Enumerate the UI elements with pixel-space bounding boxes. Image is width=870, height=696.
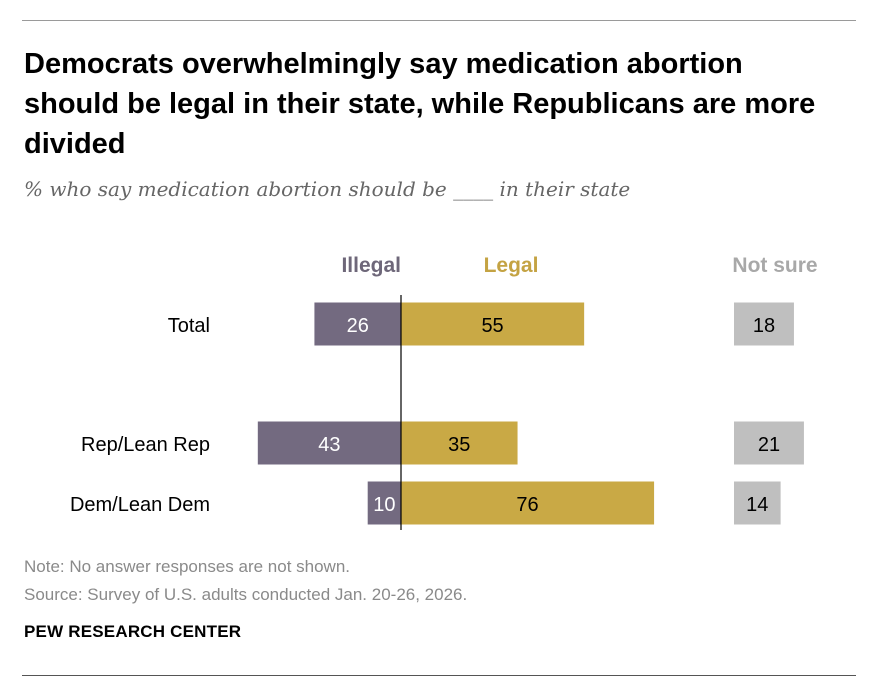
diverging-bar-chart: Illegal Legal Not sure Total 26 55 18 Rep/Lean …	[70, 254, 818, 530]
chart-source: Source: Survey of U.S. adults conducted …	[24, 585, 468, 604]
category-label: Dem/Lean Dem	[70, 494, 210, 516]
bottom-rule	[22, 675, 856, 676]
data-label-legal: 76	[516, 494, 538, 516]
chart-subtitle: % who say medication abortion should be …	[24, 177, 631, 201]
legend-not-sure: Not sure	[732, 254, 817, 277]
data-label-not-sure: 14	[746, 494, 768, 516]
bar-not-sure	[734, 481, 781, 525]
bar-legal	[401, 481, 655, 525]
chart-title: Democrats overwhelmingly say medication …	[24, 48, 816, 160]
data-label-not-sure: 21	[758, 434, 780, 456]
bar-legal	[401, 302, 585, 346]
bar-illegal	[257, 421, 401, 465]
legend-illegal: Illegal	[341, 254, 401, 277]
bar-illegal	[314, 302, 401, 346]
data-label-legal: 35	[448, 434, 470, 456]
bar-illegal	[367, 481, 401, 525]
data-label-legal: 55	[481, 315, 503, 337]
brand-logo-text: PEW RESEARCH CENTER	[24, 622, 242, 641]
bar-not-sure	[734, 421, 804, 465]
data-label-illegal: 43	[318, 434, 340, 456]
bar-not-sure	[734, 302, 794, 346]
data-label-illegal: 10	[373, 494, 395, 516]
bar-legal	[401, 421, 518, 465]
legend-legal: Legal	[484, 254, 539, 277]
category-label: Rep/Lean Rep	[81, 434, 210, 456]
data-label-not-sure: 18	[753, 315, 775, 337]
data-label-illegal: 26	[347, 315, 369, 337]
category-label: Total	[168, 315, 210, 337]
top-rule	[22, 20, 856, 21]
chart-note: Note: No answer responses are not shown.	[24, 557, 351, 576]
